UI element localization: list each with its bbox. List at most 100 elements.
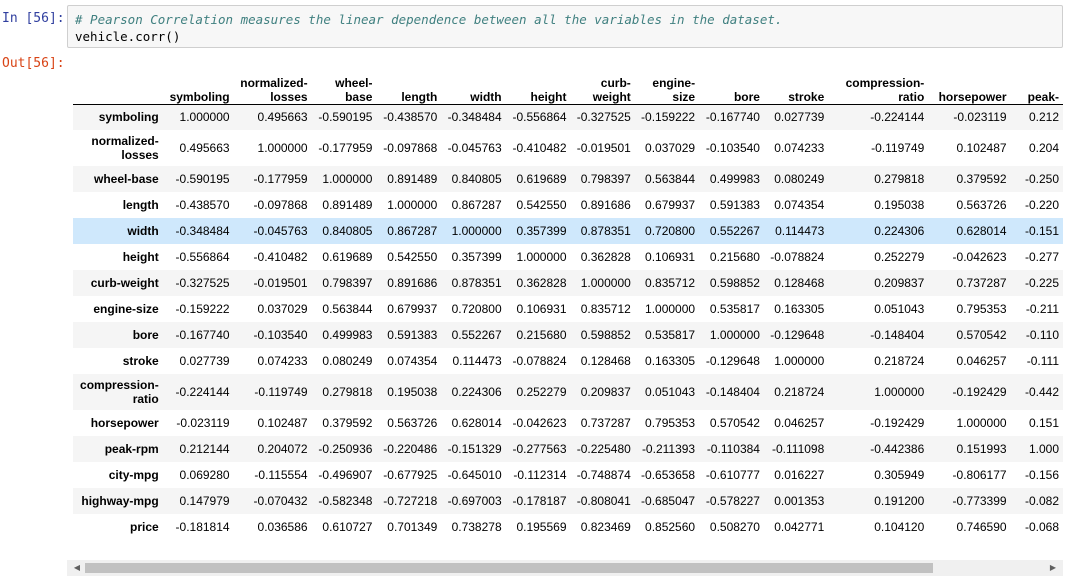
output-area: symboling normalized-losses wheel-base leng… [73,70,1063,558]
table-row: highway-mpg 0.147979 -0.070432 -0.582348 -0.… [73,488,1063,514]
horizontal-scrollbar[interactable]: ◀ ▶ [67,560,1063,576]
table-cell: 0.046257 [774,416,825,430]
table-cell: 0.163305 [774,302,825,316]
table-cell: 0.037029 [645,141,696,155]
table-cell: 1.000000 [709,328,760,342]
table-cell: 1.000000 [451,224,502,238]
table-cell: 0.495663 [257,110,308,125]
table-cell: 0.878351 [580,224,631,238]
row-label: normalized-losses [73,130,163,166]
table-cell: -0.250 [1024,172,1059,186]
table-cell: -0.097868 [383,141,438,155]
table-cell: 0.835712 [580,302,631,316]
correlation-table: symboling normalized-losses wheel-base leng… [73,70,1063,540]
table-cell: 0.114473 [775,224,825,238]
table-cell: -0.224144 [870,110,925,125]
label-line: engine- [652,75,696,90]
table-cell: -0.211393 [641,442,696,456]
row-label: bore [73,322,163,348]
table-cell: 0.215680 [516,328,567,342]
table-row: compression-ratio -0.224144 -0.119749 0.279… [73,374,1063,410]
table-cell: 0.619689 [516,172,567,186]
table-cell: 0.204072 [257,442,308,456]
label-line: length [122,198,159,212]
table-cell: 0.563726 [956,198,1007,212]
table-cell: -0.220 [1024,198,1059,212]
table-cell: 0.001353 [774,494,825,508]
table-cell: 0.080249 [774,172,825,186]
table-cell: 0.163305 [645,354,696,368]
table-cell: -0.151329 [447,442,502,456]
table-cell: 0.795353 [956,302,1007,316]
column-header: stroke [763,70,829,105]
table-cell: 0.840805 [451,172,502,186]
table-cell: 0.027739 [179,354,230,368]
table-cell: -0.556864 [175,250,230,264]
table-cell: 0.195038 [387,385,438,399]
row-label: symboling [73,104,163,130]
table-cell: -0.806177 [952,468,1007,482]
label-line: curb- [600,75,631,90]
table-cell: -0.115554 [254,468,308,482]
code-comment: # Pearson Correlation measures the linea… [75,12,783,27]
scrollbar-thumb[interactable] [85,563,933,573]
label-line: horsepower [938,89,1007,104]
table-row: length -0.438570 -0.097868 0.891489 1.000000… [73,192,1063,218]
table-row: width -0.348484 -0.045763 0.840805 0.867287 1… [73,218,1063,244]
row-label: width [73,218,163,244]
table-cell: -0.438570 [175,198,230,212]
row-label: wheel-base [73,166,163,192]
table-cell: 0.795353 [645,416,696,430]
table-cell: -0.019501 [576,141,631,155]
code-input-area[interactable]: # Pearson Correlation measures the linea… [67,5,1063,48]
table-cell: -0.220486 [383,442,438,456]
column-header: curb-weight [570,70,635,105]
row-label: highway-mpg [73,488,163,514]
table-cell: -0.442386 [870,442,925,456]
table-cell: -0.112314 [513,468,567,482]
table-cell: 0.598852 [709,276,760,290]
table-cell: 0.495663 [179,141,230,155]
table-cell: -0.097868 [253,198,308,212]
table-cell: 0.252279 [874,250,925,264]
table-cell: 1.000000 [645,302,696,316]
table-cell: 0.542550 [516,198,567,212]
label-line: stroke [788,89,825,104]
label-line: width [470,89,502,104]
table-cell: 0.195038 [874,198,925,212]
table-cell: -0.773399 [952,494,1007,508]
table-cell: 0.535817 [709,302,760,316]
table-cell: 0.357399 [451,250,502,264]
table-cell: -0.192429 [870,416,925,430]
table-cell: 0.151 [1028,416,1059,430]
table-cell: 0.563844 [322,302,373,316]
table-cell: 0.610727 [322,520,373,534]
table-cell: 0.798397 [322,276,373,290]
table-cell: 0.591383 [387,328,438,342]
table-cell: 0.305949 [874,468,925,482]
table-cell: 0.102487 [956,141,1007,155]
table-cell: 0.499983 [709,172,760,186]
table-cell: 0.212144 [179,442,230,456]
label-line: width [127,224,159,238]
row-label: peak-rpm [73,436,163,462]
table-cell: -0.442 [1024,385,1059,399]
column-header: normalized-losses [233,70,312,105]
table-cell: -0.177959 [253,172,308,186]
table-cell: 0.738278 [451,520,502,534]
scroll-left-icon[interactable]: ◀ [73,563,81,572]
label-line: stroke [122,354,159,368]
table-cell: 0.679937 [387,302,438,316]
label-line: ratio [132,392,159,406]
column-header: compression-ratio [828,70,929,105]
table-cell: 1.000000 [774,354,825,368]
table-cell: 0.042771 [774,520,825,534]
table-cell: -0.697003 [447,494,502,508]
table-body: symboling 1.000000 0.495663 -0.590195 -0.438… [73,104,1063,540]
table-cell: 0.499983 [322,328,373,342]
table-cell: -0.645010 [447,468,502,482]
table-cell: -0.224144 [175,385,230,399]
scroll-right-icon[interactable]: ▶ [1049,563,1057,572]
input-prompt: In [56]: [2,11,65,26]
row-label: curb-weight [73,270,163,296]
